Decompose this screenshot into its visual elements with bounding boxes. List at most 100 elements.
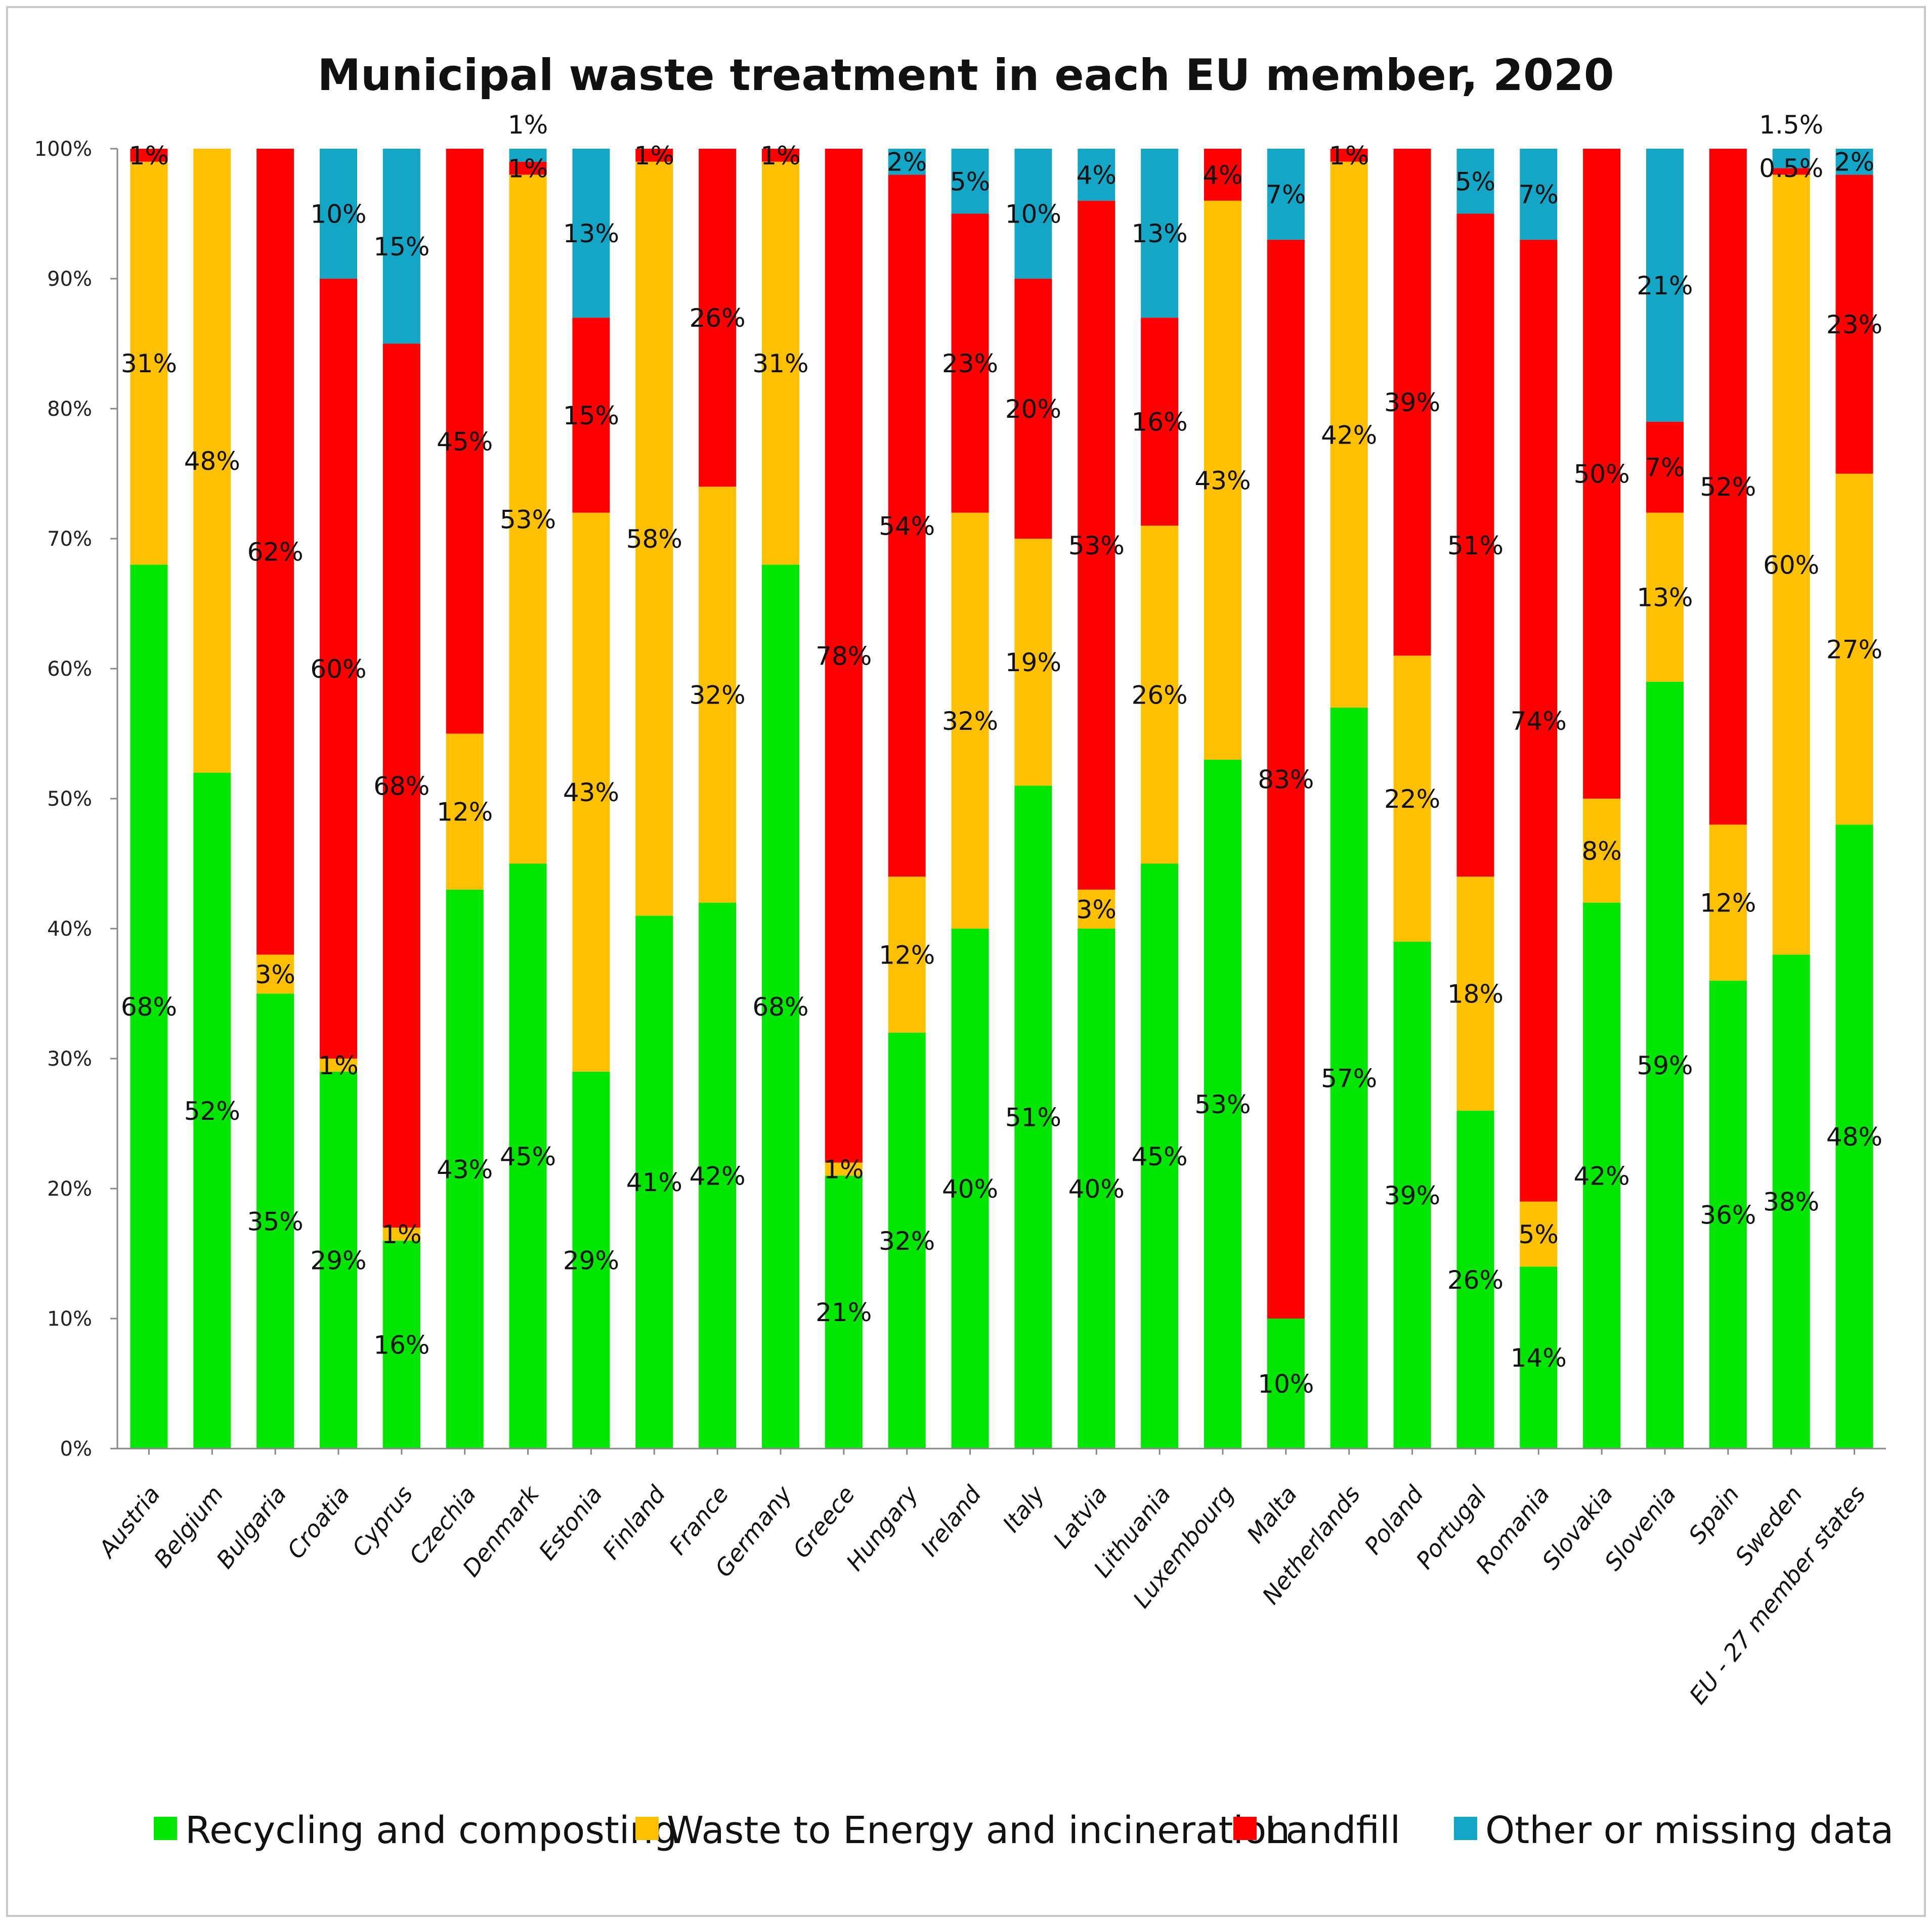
bar-segment [1393, 149, 1431, 656]
data-label: 29% [310, 1246, 366, 1275]
x-tick-label: Croatia [282, 1481, 355, 1564]
data-label: 20% [1005, 395, 1061, 424]
data-label: 62% [247, 538, 304, 567]
bar-segment [825, 1175, 863, 1449]
data-label: 13% [563, 219, 619, 248]
bar-segment [951, 512, 989, 929]
bar-segment [256, 993, 294, 1449]
data-label: 16% [1132, 408, 1188, 437]
bar-segment [1772, 954, 1810, 1449]
data-label: 5% [1519, 1220, 1559, 1249]
data-label: 7% [1266, 180, 1306, 209]
data-label: 1% [760, 141, 800, 170]
data-label: 7% [1519, 180, 1559, 209]
bar-segment [951, 149, 989, 214]
data-label: 19% [1005, 648, 1061, 677]
data-label: 16% [373, 1330, 430, 1360]
bar-segment [1456, 149, 1494, 214]
bar-segment [1078, 929, 1115, 1449]
bar-segment [1772, 149, 1810, 168]
bar-segment [699, 902, 737, 1449]
bar-segment [951, 929, 989, 1449]
x-tick-label: Latvia [1048, 1481, 1113, 1554]
chart-title: Municipal waste treatment in each EU mem… [317, 50, 1614, 101]
bar-segment [951, 213, 989, 513]
bar-segment [320, 1059, 357, 1072]
data-label: 0.5% [1759, 154, 1823, 183]
data-label: 52% [1700, 472, 1756, 502]
data-label: 42% [1574, 1161, 1630, 1191]
data-label: 41% [626, 1168, 682, 1197]
data-label: 45% [437, 427, 493, 456]
data-label: 1.5% [1759, 110, 1823, 140]
data-label: 50% [1574, 460, 1630, 489]
data-label: 43% [563, 778, 619, 807]
bar-segment [509, 174, 547, 864]
bar-segment [320, 149, 357, 279]
data-label: 1% [1329, 141, 1369, 170]
data-label: 39% [1384, 1181, 1440, 1210]
bar-segment [382, 343, 420, 1228]
data-label: 21% [815, 1298, 872, 1327]
bar-segment [1014, 785, 1052, 1449]
data-labels-group: 68% 31% 1% 52% 48% 35% 3% 62% 29% 1% 60% 10% 16% 1% 68… [121, 110, 1882, 1399]
bar-segment [382, 1228, 420, 1241]
data-label: 15% [563, 401, 619, 430]
bar-segment [1709, 980, 1747, 1449]
bar-segment [1646, 421, 1684, 513]
data-label: 5% [1455, 167, 1495, 196]
bar-segment [1141, 526, 1179, 864]
data-label: 4% [1203, 160, 1242, 190]
bar-segment [509, 863, 547, 1449]
data-label: 27% [1826, 635, 1882, 664]
bar-segment [888, 174, 926, 877]
data-label: 12% [879, 940, 935, 970]
bar-segment [825, 1162, 863, 1176]
data-label: 45% [1132, 1142, 1188, 1171]
data-label: 3% [255, 960, 295, 989]
data-label: 57% [1321, 1064, 1377, 1094]
data-label: 31% [752, 349, 808, 378]
x-axis: AustriaBelgiumBulgariaCroatiaCyprusCzech… [93, 1448, 1886, 1709]
bar-segment [1330, 708, 1368, 1449]
legend-label: Landfill [1265, 1809, 1400, 1852]
data-label: 18% [1447, 980, 1504, 1009]
bar-segment [1709, 149, 1747, 825]
bar-segment [1204, 759, 1241, 1449]
bar-segment [1456, 1110, 1494, 1449]
data-label: 36% [1700, 1200, 1756, 1230]
data-label: 1% [318, 1051, 358, 1080]
data-label: 83% [1258, 765, 1314, 794]
legend-swatch [1454, 1817, 1477, 1840]
data-label: 1% [634, 141, 674, 170]
bar-segment [635, 161, 673, 916]
bar-segment [1204, 149, 1241, 201]
bar-segment [1393, 941, 1431, 1449]
y-tick-label: 70% [47, 528, 92, 551]
data-label: 78% [815, 641, 872, 671]
bar-segment [825, 149, 863, 1163]
data-label: 15% [373, 232, 430, 261]
bar-segment [1520, 149, 1558, 240]
data-label: 1% [824, 1155, 864, 1184]
data-label: 48% [1826, 1122, 1882, 1152]
data-label: 54% [879, 511, 935, 541]
bar-segment [1204, 200, 1241, 760]
y-tick-label: 80% [47, 398, 92, 421]
x-tick-label: Spain [1683, 1481, 1745, 1549]
data-label: 13% [1637, 583, 1693, 613]
bar-segment [1393, 655, 1431, 942]
data-label: 39% [1384, 388, 1440, 417]
y-tick-label: 0% [60, 1437, 92, 1461]
bar-segment [1330, 161, 1368, 708]
data-label: 2% [887, 148, 927, 177]
bar-segment [699, 487, 737, 903]
data-label: 10% [310, 200, 366, 229]
bar-segment [1014, 279, 1052, 539]
data-label: 10% [1005, 200, 1061, 229]
data-label: 60% [310, 654, 366, 684]
data-label: 32% [879, 1227, 935, 1256]
legend-label: Recycling and composting [185, 1809, 677, 1852]
bar-segment [193, 149, 231, 773]
